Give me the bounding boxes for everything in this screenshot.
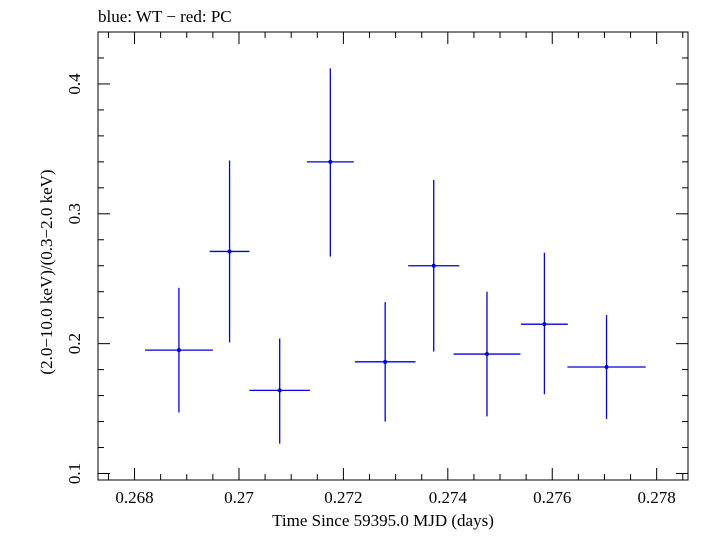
y-tick-label: 0.4 (65, 73, 84, 95)
x-axis-ticks: 0.268 0.27 0.272 0.274 0.276 0.278 (107, 32, 684, 507)
x-axis-label: Time Since 59395.0 MJD (days) (272, 511, 494, 530)
data-point (227, 249, 232, 254)
plot-frame (97, 31, 689, 481)
data-point (328, 159, 333, 164)
x-tick-label: 0.268 (115, 488, 153, 507)
data-point (542, 322, 547, 327)
y-tick-label: 0.1 (65, 463, 84, 484)
data-point (431, 263, 436, 268)
chart-title: blue: WT − red: PC (98, 7, 232, 26)
x-tick-label: 0.276 (533, 488, 571, 507)
data-point (277, 388, 282, 393)
data-point (604, 365, 609, 370)
x-tick-label: 0.278 (638, 488, 676, 507)
data-point (484, 352, 489, 357)
x-tick-label: 0.272 (324, 488, 362, 507)
y-axis-ticks: 0.1 0.2 0.3 0.4 (65, 31, 688, 484)
x-tick-label: 0.27 (224, 488, 254, 507)
x-tick-label: 0.274 (429, 488, 468, 507)
data-point (176, 348, 181, 353)
y-tick-label: 0.3 (65, 203, 84, 224)
y-axis-label: (2.0−10.0 keV)/(0.3−2.0 keV) (37, 169, 56, 374)
y-tick-label: 0.2 (65, 333, 84, 354)
data-point (383, 359, 388, 364)
data-series (144, 68, 646, 444)
